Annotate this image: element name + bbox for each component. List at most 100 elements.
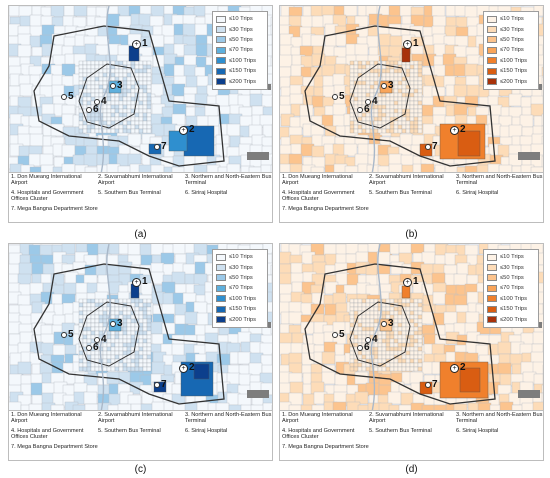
district-area bbox=[82, 60, 88, 66]
airport-icon: + bbox=[403, 278, 412, 287]
district-area bbox=[393, 346, 399, 352]
district-area bbox=[381, 358, 387, 364]
district-area bbox=[541, 135, 543, 149]
district-area bbox=[228, 404, 243, 410]
district-area bbox=[466, 84, 481, 98]
district-area bbox=[413, 100, 419, 106]
district-area bbox=[417, 80, 423, 86]
location-key-item: 6. Siriraj Hospital bbox=[185, 190, 228, 196]
district-area bbox=[146, 60, 152, 66]
district-area bbox=[138, 338, 144, 344]
trip-hotspot bbox=[168, 130, 188, 152]
location-number: 3 bbox=[388, 80, 394, 91]
district-area bbox=[82, 298, 88, 304]
district-area bbox=[542, 373, 543, 387]
district-area bbox=[417, 346, 423, 352]
location-number: 5 bbox=[339, 91, 345, 102]
district-area bbox=[18, 262, 33, 276]
district-area bbox=[365, 60, 371, 66]
district-area bbox=[409, 326, 415, 332]
district-area bbox=[389, 100, 395, 106]
district-area bbox=[409, 68, 415, 74]
district-area bbox=[142, 362, 148, 368]
district-area bbox=[130, 104, 136, 110]
district-area bbox=[122, 330, 128, 336]
legend-item: ≤70 Trips bbox=[487, 45, 535, 55]
district-area bbox=[280, 272, 293, 286]
district-area bbox=[146, 120, 152, 126]
water-patch bbox=[247, 390, 269, 398]
district-area bbox=[413, 338, 419, 344]
district-area bbox=[353, 310, 359, 316]
legend-item: ≤70 Trips bbox=[216, 283, 264, 293]
trip-hotspot bbox=[401, 285, 411, 299]
district-area bbox=[389, 366, 395, 372]
district-area bbox=[102, 112, 108, 118]
map-panel-d: ≤10 Trips ≤30 Trips ≤50 Trips ≤70 Trips ≤100… bbox=[279, 243, 544, 461]
district-area bbox=[102, 346, 108, 352]
district-area bbox=[405, 108, 411, 114]
district-area bbox=[397, 362, 403, 368]
legend-swatch bbox=[487, 67, 497, 75]
district-area bbox=[389, 298, 395, 304]
district-area bbox=[401, 338, 407, 344]
district-area bbox=[377, 108, 383, 114]
district-area bbox=[393, 124, 399, 130]
district-area bbox=[401, 298, 407, 304]
district-area bbox=[397, 92, 403, 98]
district-area bbox=[393, 330, 399, 336]
district-area bbox=[146, 128, 152, 134]
district-area bbox=[413, 88, 419, 94]
legend-label: ≤150 Trips bbox=[229, 306, 257, 313]
district-area bbox=[78, 310, 84, 316]
district-area bbox=[508, 93, 523, 107]
district-area bbox=[248, 166, 263, 172]
district-area bbox=[78, 302, 84, 308]
district-area bbox=[431, 6, 446, 18]
district-area bbox=[90, 64, 96, 70]
legend-label: ≤10 Trips bbox=[229, 16, 253, 23]
district-area bbox=[353, 326, 359, 332]
district-area bbox=[321, 351, 336, 365]
district-area bbox=[417, 298, 423, 304]
district-area bbox=[405, 350, 411, 356]
district-area bbox=[541, 155, 543, 169]
district-area bbox=[357, 88, 363, 94]
district-area bbox=[361, 80, 367, 86]
location-number: 1 bbox=[413, 276, 419, 287]
district-area bbox=[122, 318, 128, 324]
district-area bbox=[138, 108, 144, 114]
district-area bbox=[110, 68, 116, 74]
district-area bbox=[146, 96, 152, 102]
location-number: 7 bbox=[432, 141, 438, 152]
district-area bbox=[126, 60, 132, 66]
district-area bbox=[106, 350, 112, 356]
district-area bbox=[385, 128, 391, 134]
district-area bbox=[138, 310, 144, 316]
district-area bbox=[118, 124, 124, 130]
district-area bbox=[106, 342, 112, 348]
district-area bbox=[134, 124, 140, 130]
district-area bbox=[122, 92, 128, 98]
district-area bbox=[365, 366, 371, 372]
district-area bbox=[134, 358, 140, 364]
district-area bbox=[409, 318, 415, 324]
district-area bbox=[397, 366, 403, 372]
district-area bbox=[361, 76, 367, 82]
district-area bbox=[349, 128, 355, 134]
district-area bbox=[349, 350, 355, 356]
location-marker: 6 bbox=[86, 105, 99, 115]
district-area bbox=[86, 92, 92, 98]
district-area bbox=[78, 128, 84, 134]
district-area bbox=[349, 358, 355, 364]
district-area bbox=[388, 163, 403, 172]
district-area bbox=[102, 310, 108, 316]
district-area bbox=[146, 112, 152, 118]
legend-item: ≤10 Trips bbox=[487, 14, 535, 24]
district-area bbox=[365, 298, 371, 304]
district-area bbox=[146, 342, 152, 348]
legend-label: ≤150 Trips bbox=[500, 306, 528, 313]
district-area bbox=[110, 346, 116, 352]
district-area bbox=[142, 72, 148, 78]
district-area bbox=[122, 60, 128, 66]
